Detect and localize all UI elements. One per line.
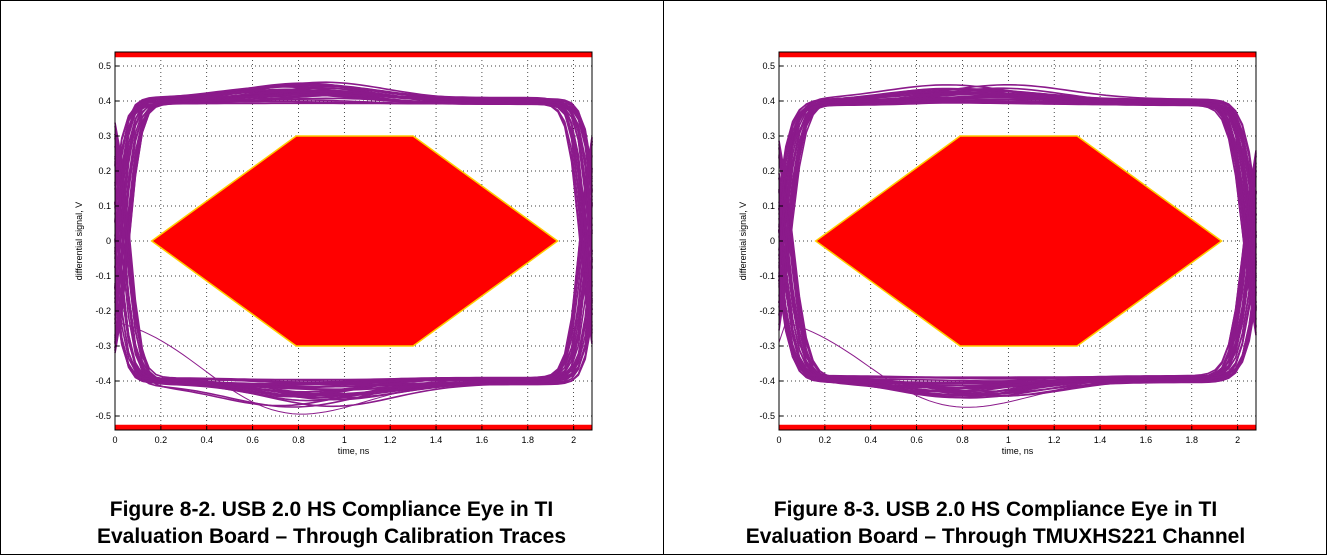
y-tick-label: -0.3 <box>95 341 111 351</box>
figure-caption-line-1: Figure 8-3. USB 2.0 HS Compliance Eye in… <box>773 498 1218 521</box>
eye-trace <box>778 87 1257 328</box>
eye-trace <box>114 136 593 396</box>
y-tick-label: -0.5 <box>95 411 111 421</box>
figure-panel-1: 0 0.2 0.4 0.6 0.8 1 1.2 1.4 1.6 1.8 2 0.5 0.4 0.3 0.2 0… <box>0 0 663 555</box>
x-tick-label: 1.6 <box>476 435 489 445</box>
x-tick-label: 0.2 <box>155 435 168 445</box>
eye-trace <box>114 94 593 294</box>
figure-panel-2: 0 0.2 0.4 0.6 0.8 1 1.2 1.4 1.6 1.8 2 0.5 0.4 0.3 0.2 0… <box>664 0 1327 555</box>
x-tick-label: 1 <box>1006 435 1011 445</box>
y-tick-label: -0.1 <box>759 271 775 281</box>
x-tick-label: 0 <box>776 435 781 445</box>
mask-bottom-band <box>779 424 1256 430</box>
y-tick-label: -0.2 <box>95 306 111 316</box>
figure-caption-line-2: Evaluation Board – Through Calibration T… <box>96 525 567 548</box>
mask-eye-hexagon <box>150 135 559 347</box>
y-tick-label: -0.3 <box>759 341 775 351</box>
mask-bottom-band <box>115 424 592 430</box>
eye-trace <box>114 90 593 348</box>
y-axis-label: differential signal, V <box>738 202 748 280</box>
y-tick-label: -0.5 <box>759 411 775 421</box>
x-tick-label: 1.6 <box>1140 435 1153 445</box>
mask-eye-hexagon <box>814 135 1223 347</box>
x-tick-label: 1.8 <box>1186 435 1199 445</box>
mask-top-band <box>115 52 592 58</box>
eye-trace <box>778 191 1257 395</box>
y-tick-label: 0.5 <box>762 61 775 71</box>
panel-divider <box>663 0 664 555</box>
x-axis-label: time, ns <box>338 446 370 456</box>
y-tick-label: -0.4 <box>759 376 775 386</box>
eye-trace <box>778 91 1257 289</box>
eye-trace <box>778 96 1257 303</box>
eye-trace <box>114 141 593 401</box>
y-tick-label: 0.3 <box>762 131 775 141</box>
eye-trace <box>778 154 1257 393</box>
eye-trace <box>778 155 1257 384</box>
figure-caption-line-2: Evaluation Board – Through TMUXHS221 Cha… <box>745 525 1246 548</box>
x-tick-label: 1 <box>342 435 347 445</box>
eye-trace <box>114 136 593 381</box>
eye-traces <box>114 81 593 415</box>
x-axis-label: time, ns <box>1002 446 1034 456</box>
eye-trace <box>114 83 593 331</box>
y-tick-label: 0.2 <box>762 166 775 176</box>
x-tick-label: 0.6 <box>246 435 259 445</box>
y-tick-label: 0 <box>770 236 775 246</box>
x-tick-label: 1.4 <box>430 435 443 445</box>
y-tick-label: -0.4 <box>95 376 111 386</box>
y-tick-label: 0.5 <box>98 61 111 71</box>
eye-trace <box>778 223 1257 408</box>
x-tick-label: 1.2 <box>1048 435 1061 445</box>
y-tick-label: 0.1 <box>762 201 775 211</box>
eye-diagram-chart-1: 0 0.2 0.4 0.6 0.8 1 1.2 1.4 1.6 1.8 2 0.5 0.4 0.3 0.2 0… <box>74 51 593 456</box>
x-tick-label: 0.4 <box>864 435 877 445</box>
y-tick-label: 0.2 <box>98 166 111 176</box>
eye-trace <box>114 223 593 415</box>
x-tick-label: 0.8 <box>956 435 969 445</box>
x-tick-label: 2 <box>571 435 576 445</box>
mask-top-band <box>779 52 1256 58</box>
y-tick-label: 0.4 <box>98 96 111 106</box>
x-tick-label: 1.4 <box>1094 435 1107 445</box>
y-axis-label: differential signal, V <box>74 202 84 280</box>
eye-diagram-chart-2: 0 0.2 0.4 0.6 0.8 1 1.2 1.4 1.6 1.8 2 0.5 0.4 0.3 0.2 0… <box>738 51 1257 456</box>
y-tick-label: -0.2 <box>759 306 775 316</box>
x-tick-label: 0.2 <box>819 435 832 445</box>
y-tick-label: 0 <box>106 236 111 246</box>
x-tick-label: 0.8 <box>292 435 305 445</box>
y-tick-label: 0.3 <box>98 131 111 141</box>
eye-traces <box>778 84 1257 408</box>
x-tick-label: 0 <box>112 435 117 445</box>
x-tick-label: 0.6 <box>910 435 923 445</box>
figure-caption-line-1: Figure 8-2. USB 2.0 HS Compliance Eye in… <box>109 498 554 521</box>
eye-trace <box>778 153 1257 398</box>
x-tick-label: 1.2 <box>384 435 397 445</box>
y-tick-label: 0.4 <box>762 96 775 106</box>
y-tick-label: -0.1 <box>95 271 111 281</box>
x-tick-label: 1.8 <box>522 435 535 445</box>
x-tick-label: 0.4 <box>200 435 213 445</box>
y-tick-label: 0.1 <box>98 201 111 211</box>
x-tick-label: 2 <box>1235 435 1240 445</box>
